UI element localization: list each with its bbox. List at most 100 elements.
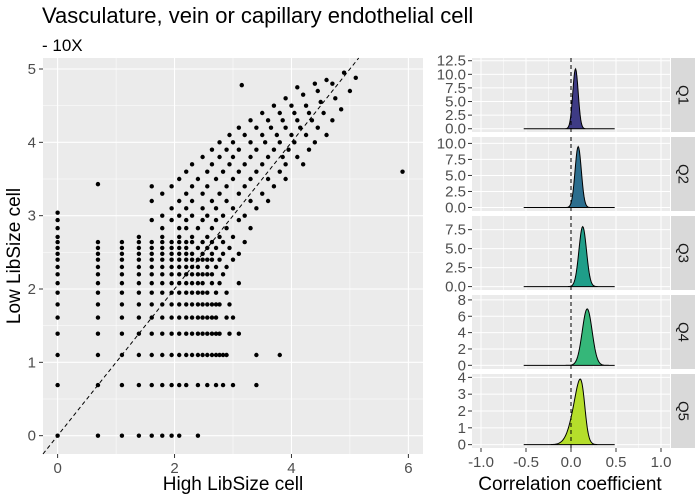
scatter-point bbox=[136, 433, 142, 438]
scatter-point bbox=[213, 217, 219, 223]
scatter-point bbox=[217, 154, 222, 160]
scatter-point bbox=[230, 140, 236, 145]
scatter-point bbox=[213, 382, 219, 388]
scatter-point bbox=[189, 290, 195, 295]
scatter-point bbox=[177, 257, 182, 262]
scatter-point bbox=[189, 331, 195, 336]
scatter-point bbox=[200, 272, 205, 277]
facet-strip bbox=[671, 374, 695, 448]
scatter-point bbox=[205, 331, 210, 336]
scatter-point bbox=[277, 352, 282, 358]
scatter-point bbox=[189, 234, 195, 240]
scatter-point bbox=[292, 110, 297, 116]
scatter-point bbox=[169, 239, 174, 245]
scatter-point bbox=[209, 162, 215, 167]
scatter-point bbox=[209, 272, 215, 277]
scatter-point bbox=[184, 239, 189, 245]
scatter-point bbox=[306, 147, 312, 152]
scatter-point bbox=[220, 251, 226, 256]
scatter-point bbox=[184, 257, 189, 262]
scatter-point bbox=[254, 169, 259, 174]
scatter-point bbox=[119, 290, 125, 295]
density-x-tick-label: 1.0 bbox=[651, 454, 672, 471]
scatter-point bbox=[254, 352, 259, 358]
scatter-point bbox=[236, 169, 242, 174]
scatter-point bbox=[274, 132, 280, 138]
scatter-point bbox=[119, 302, 125, 307]
density-y-tick-label: 10.0 bbox=[437, 66, 466, 83]
scatter-point bbox=[236, 191, 242, 196]
scatter-y-tick-label: 1 bbox=[28, 354, 36, 371]
scatter-point bbox=[149, 257, 154, 262]
facet-strip-label: Q3 bbox=[675, 243, 692, 263]
scatter-point bbox=[353, 75, 358, 81]
scatter-point bbox=[220, 272, 226, 277]
scatter-point bbox=[230, 176, 236, 182]
scatter-point bbox=[195, 290, 201, 295]
identity-line bbox=[42, 57, 360, 455]
scatter-point bbox=[400, 169, 405, 174]
scatter-point bbox=[149, 280, 154, 286]
scatter-point bbox=[200, 302, 205, 307]
scatter-point bbox=[177, 234, 182, 240]
scatter-point bbox=[260, 191, 265, 196]
scatter-point bbox=[149, 290, 154, 295]
scatter-point bbox=[283, 176, 288, 182]
density-y-tick-label: 0 bbox=[458, 357, 466, 374]
scatter-point bbox=[184, 191, 189, 196]
scatter-point bbox=[55, 225, 60, 231]
scatter-point bbox=[260, 132, 265, 138]
scatter-point bbox=[169, 257, 174, 262]
scatter-point bbox=[55, 257, 60, 262]
scatter-point bbox=[136, 234, 142, 240]
scatter-point bbox=[55, 264, 60, 270]
scatter-point bbox=[136, 315, 142, 320]
scatter-point bbox=[236, 147, 242, 152]
scatter-point bbox=[280, 118, 285, 123]
scatter-point bbox=[95, 302, 101, 307]
scatter-point bbox=[177, 433, 182, 438]
figure-subtitle: - 10X bbox=[42, 36, 83, 55]
scatter-y-axis-title: Low LibSize cell bbox=[4, 188, 25, 324]
scatter-point bbox=[119, 257, 125, 262]
density-facet-Q3: 0.0 2.5 5.0 7.5 Q3 bbox=[445, 216, 695, 296]
scatter-point bbox=[209, 198, 215, 204]
scatter-point bbox=[95, 257, 101, 262]
scatter-y-tick-label: 5 bbox=[28, 61, 36, 78]
scatter-point bbox=[189, 213, 195, 218]
scatter-point bbox=[309, 118, 315, 123]
scatter-point bbox=[119, 245, 125, 251]
scatter-point bbox=[209, 225, 215, 231]
density-y-tick-label: 2.5 bbox=[445, 183, 466, 200]
scatter-point bbox=[217, 302, 222, 307]
scatter-point bbox=[189, 198, 195, 204]
scatter-point bbox=[169, 272, 174, 277]
scatter-point bbox=[280, 154, 285, 160]
scatter-point bbox=[262, 140, 268, 145]
scatter-point bbox=[136, 257, 142, 262]
scatter-point bbox=[300, 92, 306, 97]
facet-strip bbox=[671, 137, 695, 211]
scatter-point bbox=[177, 251, 182, 256]
scatter-point bbox=[248, 140, 253, 145]
scatter-point bbox=[318, 99, 323, 105]
scatter-point bbox=[149, 272, 154, 277]
scatter-point bbox=[236, 280, 242, 286]
scatter-point bbox=[184, 315, 189, 320]
scatter-point bbox=[330, 81, 335, 86]
scatter-point bbox=[177, 264, 182, 270]
scatter-point bbox=[119, 280, 125, 286]
scatter-point bbox=[169, 433, 174, 438]
scatter-point bbox=[184, 169, 189, 174]
scatter-point bbox=[303, 103, 309, 108]
scatter-y-ticks: 0 1 2 3 4 5 bbox=[28, 61, 43, 445]
scatter-point bbox=[224, 184, 229, 189]
scatter-point bbox=[189, 251, 195, 256]
scatter-point bbox=[230, 257, 236, 262]
scatter-point bbox=[236, 251, 242, 256]
scatter-point bbox=[227, 302, 232, 307]
scatter-point bbox=[160, 191, 165, 196]
scatter-point bbox=[242, 184, 247, 189]
scatter-point bbox=[242, 239, 247, 245]
scatter-point bbox=[195, 264, 201, 270]
